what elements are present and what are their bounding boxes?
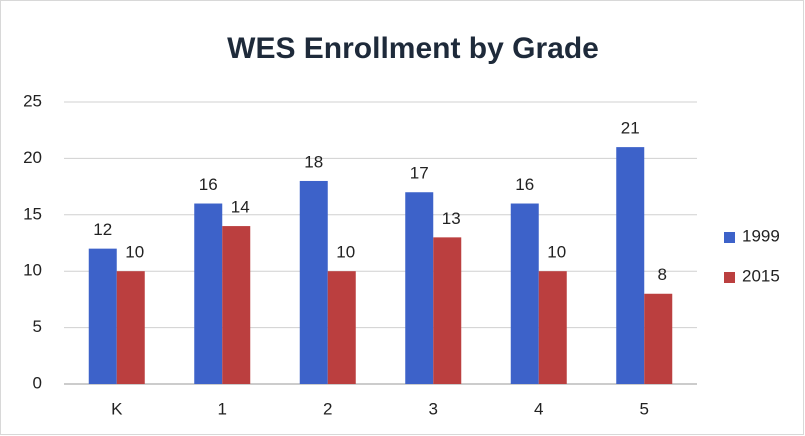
x-tick-label: 5 bbox=[640, 399, 649, 418]
legend-swatch bbox=[724, 272, 735, 283]
data-label: 16 bbox=[199, 175, 218, 194]
bar bbox=[194, 203, 223, 384]
bar bbox=[327, 271, 356, 384]
x-tick-label: 2 bbox=[323, 399, 332, 418]
y-tick-label: 10 bbox=[23, 261, 42, 280]
legend-swatch bbox=[724, 232, 735, 243]
legend-label: 2015 bbox=[742, 266, 780, 285]
bar bbox=[222, 226, 251, 384]
legend-label: 1999 bbox=[742, 226, 780, 245]
data-label: 16 bbox=[515, 175, 534, 194]
y-tick-label: 0 bbox=[33, 373, 42, 392]
data-label: 13 bbox=[442, 209, 461, 228]
chart-title: WES Enrollment by Grade bbox=[227, 32, 599, 65]
bar bbox=[433, 237, 462, 384]
data-label: 10 bbox=[125, 243, 144, 262]
bar bbox=[538, 271, 567, 384]
y-tick-label: 15 bbox=[23, 204, 42, 223]
bar bbox=[299, 180, 328, 384]
y-tick-label: 5 bbox=[33, 317, 42, 336]
x-tick-label: 1 bbox=[218, 399, 227, 418]
x-tick-label: K bbox=[111, 399, 123, 418]
data-label: 8 bbox=[658, 265, 667, 284]
y-tick-label: 25 bbox=[23, 91, 42, 110]
y-tick-label: 20 bbox=[23, 148, 42, 167]
bar bbox=[616, 147, 645, 384]
x-tick-label: 4 bbox=[534, 399, 543, 418]
data-label: 10 bbox=[547, 243, 566, 262]
bar bbox=[644, 293, 673, 384]
bar bbox=[510, 203, 539, 384]
bar bbox=[116, 271, 145, 384]
bar bbox=[405, 192, 434, 384]
data-label: 10 bbox=[336, 243, 355, 262]
data-label: 17 bbox=[410, 164, 429, 183]
bar bbox=[88, 248, 117, 384]
data-label: 21 bbox=[621, 119, 640, 138]
data-label: 18 bbox=[304, 152, 323, 171]
data-label: 14 bbox=[231, 198, 250, 217]
x-tick-label: 3 bbox=[429, 399, 438, 418]
data-label: 12 bbox=[93, 220, 112, 239]
